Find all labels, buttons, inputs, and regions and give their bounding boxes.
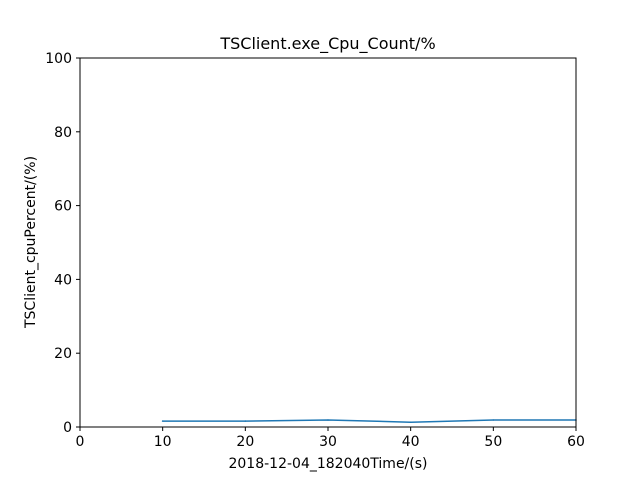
x-tick-label: 20 — [236, 434, 254, 450]
x-tick-label: 60 — [567, 434, 585, 450]
y-tick-label: 40 — [54, 272, 72, 288]
data-point — [327, 419, 329, 421]
plot-area-frame — [79, 57, 577, 428]
x-tick-label: 40 — [402, 434, 420, 450]
y-tick-label: 60 — [54, 199, 72, 215]
y-tick-label: 100 — [45, 51, 72, 67]
x-tick-label: 50 — [484, 434, 502, 450]
x-tick-label: 30 — [319, 434, 337, 450]
y-tick-label: 20 — [54, 346, 72, 362]
data-point — [244, 420, 247, 422]
y-axis-label: TSClient_cpuPercent/(%) — [23, 156, 39, 329]
series-layer — [161, 419, 577, 424]
x-axis-label: 2018-12-04_182040Time/(s) — [228, 456, 427, 472]
chart-title: TSClient.exe_Cpu_Count/% — [219, 34, 435, 54]
y-tick-label: 80 — [54, 125, 72, 141]
series-line — [162, 419, 576, 423]
data-point — [409, 421, 412, 424]
data-point — [492, 419, 495, 421]
x-axis-ticks: 0 10 20 30 40 50 60 — [76, 427, 585, 450]
x-tick-label: 10 — [154, 434, 172, 450]
y-axis-ticks: 0 20 40 60 80 100 — [45, 51, 80, 436]
x-tick-label: 0 — [76, 434, 85, 450]
data-point — [161, 420, 164, 422]
y-tick-label: 0 — [63, 420, 72, 436]
